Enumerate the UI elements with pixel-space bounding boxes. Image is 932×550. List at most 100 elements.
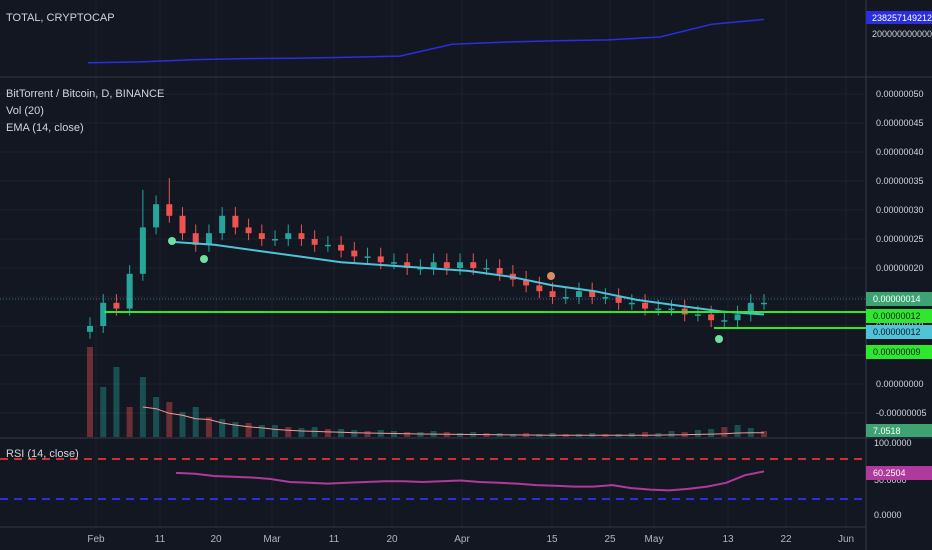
rsi-tick-0: 0.0000 bbox=[874, 510, 902, 520]
candle-body bbox=[721, 320, 728, 322]
volume-bar bbox=[311, 427, 318, 437]
candle-body bbox=[747, 302, 754, 315]
volume-bar bbox=[694, 430, 701, 437]
y-tick-label: 0.00000050 bbox=[876, 89, 924, 99]
candle-body bbox=[245, 227, 252, 234]
level-tag-2-text: 0.00000012 bbox=[873, 327, 921, 337]
x-tick-label: May bbox=[645, 534, 664, 545]
x-tick-label: Mar bbox=[263, 534, 281, 545]
candle-body bbox=[483, 268, 490, 270]
marker-dot bbox=[547, 272, 555, 280]
volume-bar bbox=[245, 423, 252, 437]
y-tick-label: 0.00000000 bbox=[876, 379, 924, 389]
total-axis-label: 200000000000 bbox=[872, 29, 932, 39]
candle-body bbox=[575, 291, 582, 297]
candle-body bbox=[192, 233, 199, 245]
candle-body bbox=[153, 204, 160, 228]
rsi-tick-100: 100.0000 bbox=[874, 438, 912, 448]
volume-bar bbox=[668, 431, 675, 437]
total-marketcap-line bbox=[87, 18, 765, 64]
volume-bar bbox=[734, 425, 741, 437]
x-tick-label: 13 bbox=[722, 534, 734, 545]
ema-line bbox=[171, 240, 765, 316]
volume-tag bbox=[866, 424, 932, 437]
candle-body bbox=[311, 239, 318, 245]
candle-body bbox=[351, 250, 358, 257]
total-pane-title: TOTAL, CRYPTOCAP bbox=[6, 12, 115, 24]
volume-bar bbox=[139, 377, 146, 437]
candle-body bbox=[258, 233, 265, 239]
total-value-tag bbox=[866, 11, 932, 24]
volume-bar bbox=[404, 432, 411, 437]
candle-body bbox=[761, 302, 767, 305]
volume-bar bbox=[351, 430, 358, 437]
volume-bar bbox=[100, 387, 107, 437]
candle-body bbox=[470, 262, 477, 268]
marker-dot bbox=[200, 255, 208, 263]
candle-body bbox=[87, 326, 93, 332]
volume-tag-text: 7.0518 bbox=[873, 426, 901, 436]
ema-indicator-label: EMA (14, close) bbox=[6, 122, 84, 134]
volume-bar bbox=[113, 367, 120, 437]
candle-body bbox=[364, 256, 371, 258]
candle-body bbox=[139, 227, 146, 274]
volume-bar bbox=[417, 432, 424, 437]
volume-bar bbox=[509, 434, 516, 437]
y-tick-label: 0.00000035 bbox=[876, 176, 924, 186]
volume-bar bbox=[338, 429, 345, 437]
y-tick-label: 0.00000020 bbox=[876, 263, 924, 273]
x-tick-label: 25 bbox=[604, 534, 616, 545]
candle-body bbox=[113, 302, 120, 309]
candle-body bbox=[694, 314, 701, 316]
main-pane-title: BitTorrent / Bitcoin, D, BINANCE bbox=[6, 88, 165, 100]
volume-bar bbox=[126, 407, 133, 437]
rsi-pane-title: RSI (14, close) bbox=[6, 448, 79, 460]
volume-bar bbox=[192, 407, 199, 437]
candle-body bbox=[324, 244, 331, 247]
volume-bar bbox=[285, 427, 292, 437]
vol-indicator-label: Vol (20) bbox=[6, 105, 44, 117]
candle-body bbox=[232, 215, 239, 228]
level-tag-3-text: 0.00000009 bbox=[873, 347, 921, 357]
candle-body bbox=[457, 262, 464, 268]
candle-body bbox=[100, 302, 107, 326]
candle-body bbox=[708, 314, 715, 321]
marker-dot bbox=[715, 335, 723, 343]
candle-body bbox=[668, 308, 675, 311]
x-tick-label: 11 bbox=[155, 534, 166, 545]
x-tick-label: 22 bbox=[780, 534, 792, 545]
candle-body bbox=[589, 291, 596, 297]
volume-bar bbox=[87, 347, 93, 437]
x-tick-label: Feb bbox=[87, 534, 105, 545]
volume-bars bbox=[87, 347, 767, 437]
candle-body bbox=[377, 256, 384, 263]
candle-body bbox=[285, 233, 292, 239]
level-tag-1 bbox=[866, 309, 932, 323]
volume-ma-line bbox=[142, 406, 765, 436]
y-tick-label: 0.00000030 bbox=[876, 205, 924, 215]
x-tick-label: 20 bbox=[210, 534, 222, 545]
volume-bar bbox=[272, 425, 279, 437]
level-tag-2 bbox=[866, 325, 932, 339]
candle-body bbox=[549, 291, 556, 297]
marker-dot bbox=[168, 237, 176, 245]
candle-body bbox=[404, 262, 411, 268]
candle-body bbox=[536, 285, 543, 292]
x-tick-label: 11 bbox=[329, 534, 340, 545]
rsi-value-text: 60.2504 bbox=[873, 468, 906, 478]
candle-body bbox=[205, 233, 212, 245]
rsi-value-tag bbox=[866, 466, 932, 480]
candle-body bbox=[523, 279, 530, 286]
volume-bar bbox=[258, 425, 265, 437]
candle-body bbox=[496, 268, 503, 274]
volume-bar bbox=[166, 402, 173, 437]
candle-body bbox=[655, 308, 662, 311]
candle-body bbox=[734, 314, 741, 321]
volume-bar bbox=[324, 429, 331, 437]
volume-bar bbox=[761, 431, 767, 437]
x-tick-label: Jun bbox=[838, 534, 854, 545]
level-tag-3 bbox=[866, 345, 932, 359]
volume-bar bbox=[153, 397, 160, 437]
volume-bar bbox=[205, 417, 212, 437]
